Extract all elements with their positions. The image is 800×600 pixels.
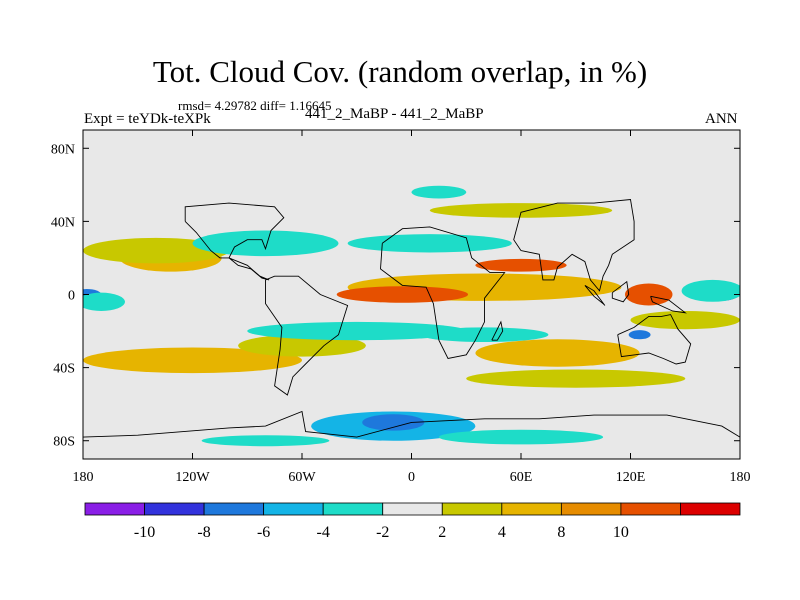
colorbar-swatch-6: [441, 502, 503, 516]
colorbar-label-5: 2: [438, 524, 446, 541]
colorbar-swatch-1: [144, 502, 205, 516]
anomaly-field-12: [466, 369, 686, 388]
colorbar-label-8: 10: [613, 524, 629, 541]
cases-label: 441_2_MaBP - 441_2_MaBP: [305, 106, 484, 122]
y-axis: 80N 40N 0 40S 80S: [51, 142, 740, 450]
colorbar-swatch-3: [263, 502, 324, 516]
colorbar-label-6: 4: [498, 524, 506, 541]
coastline-6: [584, 285, 606, 306]
coastline-5: [491, 320, 504, 341]
x-tick-label-3: 0: [408, 470, 415, 485]
x-tick-label-0: 180: [73, 470, 94, 485]
anomaly-field-15: [438, 429, 604, 445]
anomaly-field-4: [336, 286, 469, 303]
colorbar-swatch-4: [322, 502, 384, 516]
y-tick-label-0: 80N: [51, 142, 75, 157]
anomaly-field-19: [247, 321, 467, 341]
chart-title: Tot. Cloud Cov. (random overlap, in %): [152, 54, 648, 89]
coastline-0: [380, 226, 506, 360]
colorbar-swatch-0: [84, 502, 145, 516]
anomaly-field-22: [83, 292, 125, 311]
anomaly-field-8: [238, 334, 366, 357]
x-axis: 180 120W 60W 0 60E 120E 180: [73, 130, 751, 485]
anomaly-field-5: [475, 258, 567, 272]
colorbar-swatch-2: [203, 502, 265, 516]
y-tick-label-2: 0: [68, 289, 75, 304]
anomaly-field-6: [625, 283, 673, 306]
anomaly-fields: [83, 185, 740, 447]
anomaly-field-20: [420, 327, 549, 343]
anomaly-field-9: [475, 339, 640, 367]
coastline-3: [83, 410, 740, 438]
x-tick-label-4: 60E: [510, 470, 533, 485]
y-tick-label-4: 80S: [53, 435, 75, 450]
colorbar-label-2: -6: [257, 524, 270, 541]
season-label: ANN: [705, 111, 738, 127]
anomaly-field-18: [347, 234, 512, 253]
x-tick-label-5: 120E: [616, 470, 646, 485]
coastline-8: [650, 295, 687, 314]
anomaly-field-11: [429, 203, 613, 218]
colorbar-label-4: -2: [376, 524, 389, 541]
colorbar-label-0: -10: [134, 524, 155, 541]
colorbar-swatch-7: [501, 502, 562, 516]
anomaly-field-10: [630, 310, 740, 330]
anomaly-field-2: [83, 237, 229, 264]
colorbar: -10 -8 -6 -4 -2 2 4 8 10: [84, 502, 741, 541]
coastline-7: [611, 280, 630, 303]
anomaly-field-26: [411, 185, 467, 199]
colorbar-swatch-8: [560, 502, 622, 516]
coastline-1: [265, 275, 349, 396]
anomaly-field-7: [83, 347, 302, 374]
experiment-label: Expt = teYDk-teXPk: [84, 111, 211, 127]
colorbar-swatch-10: [680, 502, 741, 516]
colorbar-swatch-5: [382, 502, 443, 516]
x-tick-label-1: 120W: [175, 470, 210, 485]
x-tick-label-6: 180: [730, 470, 751, 485]
anomaly-field-14: [362, 414, 425, 431]
colorbar-label-1: -8: [197, 524, 210, 541]
coastline-10: [184, 202, 285, 259]
colorbar-label-7: 8: [557, 524, 565, 541]
anomaly-field-17: [192, 230, 339, 257]
anomaly-field-24: [681, 279, 740, 302]
coastlines: [83, 199, 740, 438]
coastline-2: [617, 314, 692, 365]
coastline-9: [513, 199, 635, 292]
anomaly-field-25: [628, 330, 651, 340]
coastline-4: [228, 257, 270, 281]
y-tick-label-1: 40N: [51, 215, 75, 230]
stats-line: rmsd= 4.29782 diff= 1.16645: [178, 98, 332, 113]
x-tick-label-2: 60W: [288, 470, 316, 485]
colorbar-swatch-9: [620, 502, 681, 516]
anomaly-field-16: [201, 435, 330, 447]
y-tick-label-3: 40S: [53, 362, 75, 377]
colorbar-label-3: -4: [317, 524, 330, 541]
